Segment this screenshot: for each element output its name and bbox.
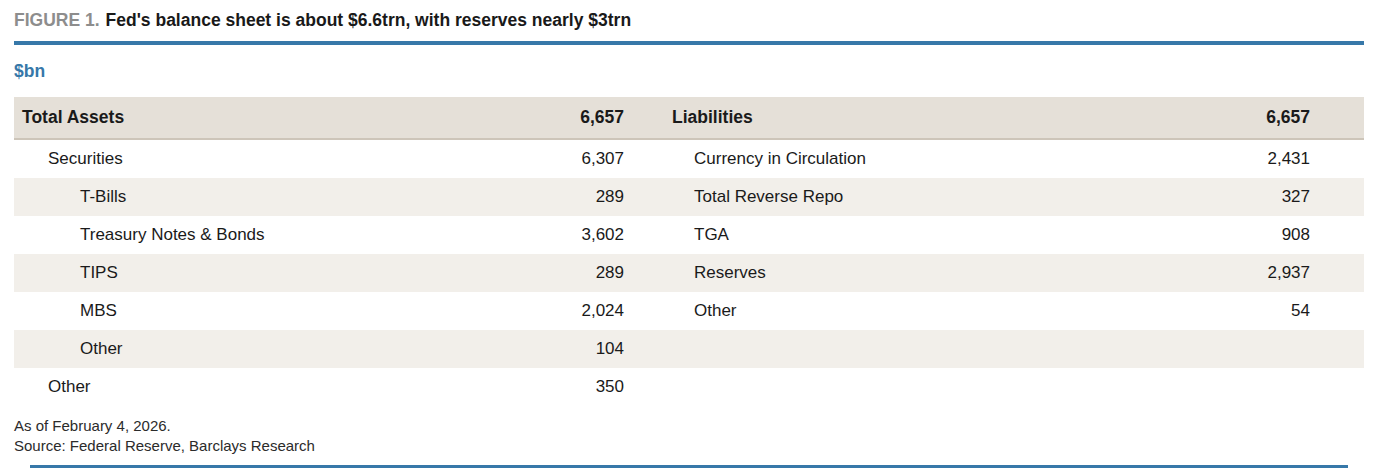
liability-label: TGA <box>664 225 1200 245</box>
asset-value: 289 <box>514 187 624 207</box>
asset-label: Other <box>14 377 514 397</box>
balance-row: TIPS289 Reserves2,937 <box>14 254 1364 292</box>
footnotes: As of February 4, 2026. Source: Federal … <box>14 416 1364 456</box>
asset-value: 104 <box>514 339 624 359</box>
liability-value: 908 <box>1200 225 1310 245</box>
balance-row: T-Bills289 Total Reverse Repo327 <box>14 178 1364 216</box>
source-note: Source: Federal Reserve, Barclays Resear… <box>14 436 1364 456</box>
liability-value: 327 <box>1200 187 1310 207</box>
asset-label: Other <box>14 339 514 359</box>
asset-label: TIPS <box>14 263 514 283</box>
liability-label: Reserves <box>664 263 1200 283</box>
figure-heading: FIGURE 1. Fed's balance sheet is about $6… <box>0 0 1378 32</box>
asset-label: Treasury Notes & Bonds <box>14 225 514 245</box>
liability-label: Currency in Circulation <box>664 149 1200 169</box>
figure-number-label: FIGURE 1. <box>14 10 100 30</box>
asset-value: 6,307 <box>514 149 624 169</box>
liability-value: 2,937 <box>1200 263 1310 283</box>
asset-value: 6,657 <box>514 107 624 128</box>
as-of-note: As of February 4, 2026. <box>14 416 1364 436</box>
liability-label: Total Reverse Repo <box>664 187 1200 207</box>
figure-panel: FIGURE 1. Fed's balance sheet is about $6… <box>0 0 1378 470</box>
liability-label: Other <box>664 301 1200 321</box>
asset-label: MBS <box>14 301 514 321</box>
liability-value: 54 <box>1200 301 1310 321</box>
units-label: $bn <box>14 60 1364 82</box>
figure-title: Fed's balance sheet is about $6.6trn, wi… <box>106 10 632 30</box>
asset-value: 350 <box>514 377 624 397</box>
balance-row: Other104 <box>14 330 1364 368</box>
balance-row: MBS2,024 Other54 <box>14 292 1364 330</box>
asset-label: Securities <box>14 149 514 169</box>
asset-label: T-Bills <box>14 187 514 207</box>
asset-value: 289 <box>514 263 624 283</box>
balance-row: Total Assets6,657Liabilities6,657 <box>14 97 1364 140</box>
liability-value: 6,657 <box>1200 107 1310 128</box>
asset-value: 3,602 <box>514 225 624 245</box>
top-divider-rule <box>14 41 1364 45</box>
liability-label: Liabilities <box>664 107 1200 128</box>
balance-row: Treasury Notes & Bonds3,602 TGA908 <box>14 216 1364 254</box>
asset-value: 2,024 <box>514 301 624 321</box>
bottom-divider-rule <box>30 465 1348 468</box>
asset-label: Total Assets <box>14 107 514 128</box>
balance-row: Securities6,307 Currency in Circulation2,… <box>14 140 1364 178</box>
liability-value: 2,431 <box>1200 149 1310 169</box>
balance-row: Other350 <box>14 368 1364 406</box>
balance-sheet-table: Total Assets6,657Liabilities6,657Securit… <box>14 97 1364 406</box>
